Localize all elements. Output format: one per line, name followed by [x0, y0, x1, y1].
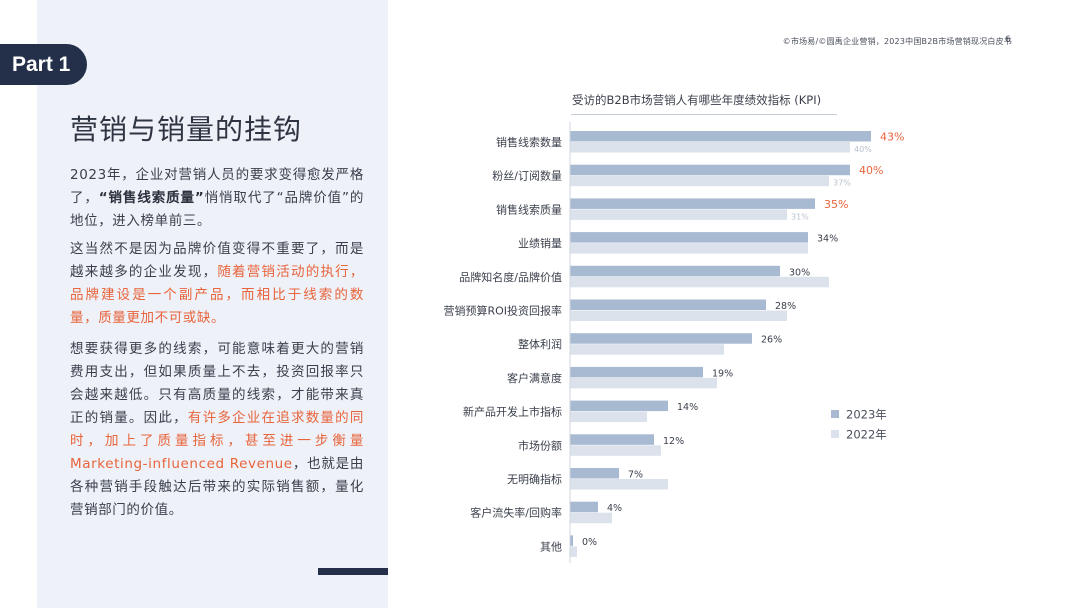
decorative-bar — [318, 568, 388, 575]
paragraph-run: 随着营销活动的执行，品牌建设是一个副产品，而相比于线索的数量，质量更加不可或缺。 — [70, 264, 365, 326]
bar-2023 — [570, 468, 619, 479]
value-label-2023: 34% — [817, 234, 838, 245]
value-label-2023: 28% — [775, 301, 796, 312]
value-label-2023: 19% — [712, 368, 733, 379]
bar-2022 — [570, 142, 850, 153]
bar-2023 — [570, 198, 815, 209]
paragraph-run: 悄悄取代了“品牌价值”的地位，进入榜单前三。 — [70, 190, 365, 229]
part-tag: Part 1 — [0, 44, 87, 85]
paragraph-run: 想要获得更多的线索，可能意味着更大的营销费用支出，但如果质量上不去，投资回报率只… — [70, 341, 364, 426]
paragraph-2: 这当然不是因为品牌价值变得不重要了，而是越来越多的企业发现，随着营销活动的执行，… — [70, 238, 364, 330]
bar-2023 — [570, 299, 766, 310]
category-label: 业绩销量 — [518, 236, 562, 250]
value-label-2022: 37% — [833, 179, 851, 188]
category-label: 无明确指标 — [507, 472, 562, 486]
category-label: 营销预算ROI投资回报率 — [443, 304, 562, 318]
legend-label-2022: 2022年 — [846, 428, 887, 442]
value-label-2023: 0% — [582, 537, 597, 548]
bar-2023 — [570, 232, 808, 243]
value-label-2023: 40% — [859, 164, 883, 177]
value-label-2023: 26% — [761, 335, 782, 346]
category-label: 销售线索质量 — [496, 202, 562, 216]
category-label: 客户流失率/回购率 — [470, 506, 562, 520]
bar-2022 — [570, 175, 829, 187]
value-label-2023: 30% — [789, 267, 810, 278]
value-label-2023: 12% — [663, 436, 684, 447]
bar-2022 — [570, 310, 787, 321]
chart-title-underline — [571, 114, 837, 115]
bar-2022-min-stub — [570, 546, 577, 557]
value-label-2023: 43% — [880, 131, 904, 144]
paragraph-1: 2023年，企业对营销人员的要求变得愈发严格了，“销售线索质量”悄悄取代了“品牌… — [70, 164, 364, 233]
bar-2023 — [570, 333, 752, 344]
bar-2022 — [570, 377, 717, 389]
bar-2023 — [570, 434, 654, 445]
bar-2023 — [570, 400, 668, 412]
value-label-2023: 35% — [824, 198, 848, 211]
bar-2023 — [570, 501, 598, 513]
value-label-2022: 40% — [854, 145, 872, 154]
category-label: 新产品开发上市指标 — [463, 405, 562, 419]
value-label-2023: 14% — [677, 402, 698, 413]
paragraph-run: “销售线索质量” — [98, 190, 205, 206]
category-label: 市场份额 — [518, 438, 562, 452]
bar-2022 — [570, 209, 787, 220]
value-label-2023: 7% — [628, 470, 643, 481]
bar-2022 — [570, 479, 668, 490]
paragraph-run: 这当然不是因为品牌价值变得不重要了，而是越来越多的企业发现， — [70, 241, 364, 280]
category-label: 其他 — [540, 540, 562, 553]
paragraph-run: 有许多企业在追求数量的同时，加上了质量指标，甚至进一步衡量Marketing-i… — [70, 410, 364, 472]
category-label: 客户满意度 — [507, 371, 562, 385]
value-label-2023: 4% — [607, 503, 622, 514]
paragraph-run: 2023年，企业对营销人员的要求变得愈发严格了， — [70, 167, 364, 206]
bar-2023 — [570, 131, 871, 142]
page-number: 6 — [1005, 35, 1011, 45]
bar-2023-zero-stub — [570, 535, 573, 546]
page-title: 营销与销量的挂钩 — [70, 113, 303, 146]
bar-2022 — [570, 276, 829, 288]
category-label: 品牌知名度/品牌价值 — [459, 270, 562, 284]
bar-2022 — [570, 445, 661, 456]
bar-2022 — [570, 243, 808, 254]
category-label: 整体利润 — [518, 337, 562, 351]
bar-2022 — [570, 512, 612, 524]
bar-2023 — [570, 366, 703, 378]
value-label-2022: 31% — [791, 212, 809, 221]
paragraph-run: ，也就是由各种营销手段触达后带来的实际销售额，量化营销部门的价值。 — [70, 456, 364, 518]
bar-2023 — [570, 164, 850, 176]
chart-title: 受访的B2B市场营销人有哪些年度绩效指标 (KPI) — [572, 93, 822, 107]
category-label: 粉丝/订阅数量 — [492, 170, 562, 183]
legend-swatch-2023 — [831, 410, 839, 418]
source-credit: ©市场易/©圆禹企业营销，2023中国B2B市场营销现况白皮书 — [782, 37, 1012, 46]
bar-2022 — [570, 411, 647, 423]
category-label: 销售线索数量 — [496, 135, 562, 149]
left-panel — [37, 0, 388, 608]
paragraph-3: 想要获得更多的线索，可能意味着更大的营销费用支出，但如果质量上不去，投资回报率只… — [70, 338, 364, 522]
legend-label-2023: 2023年 — [846, 408, 887, 422]
legend-swatch-2022 — [831, 430, 839, 438]
bar-2023 — [570, 265, 780, 277]
bar-2022 — [570, 344, 724, 355]
